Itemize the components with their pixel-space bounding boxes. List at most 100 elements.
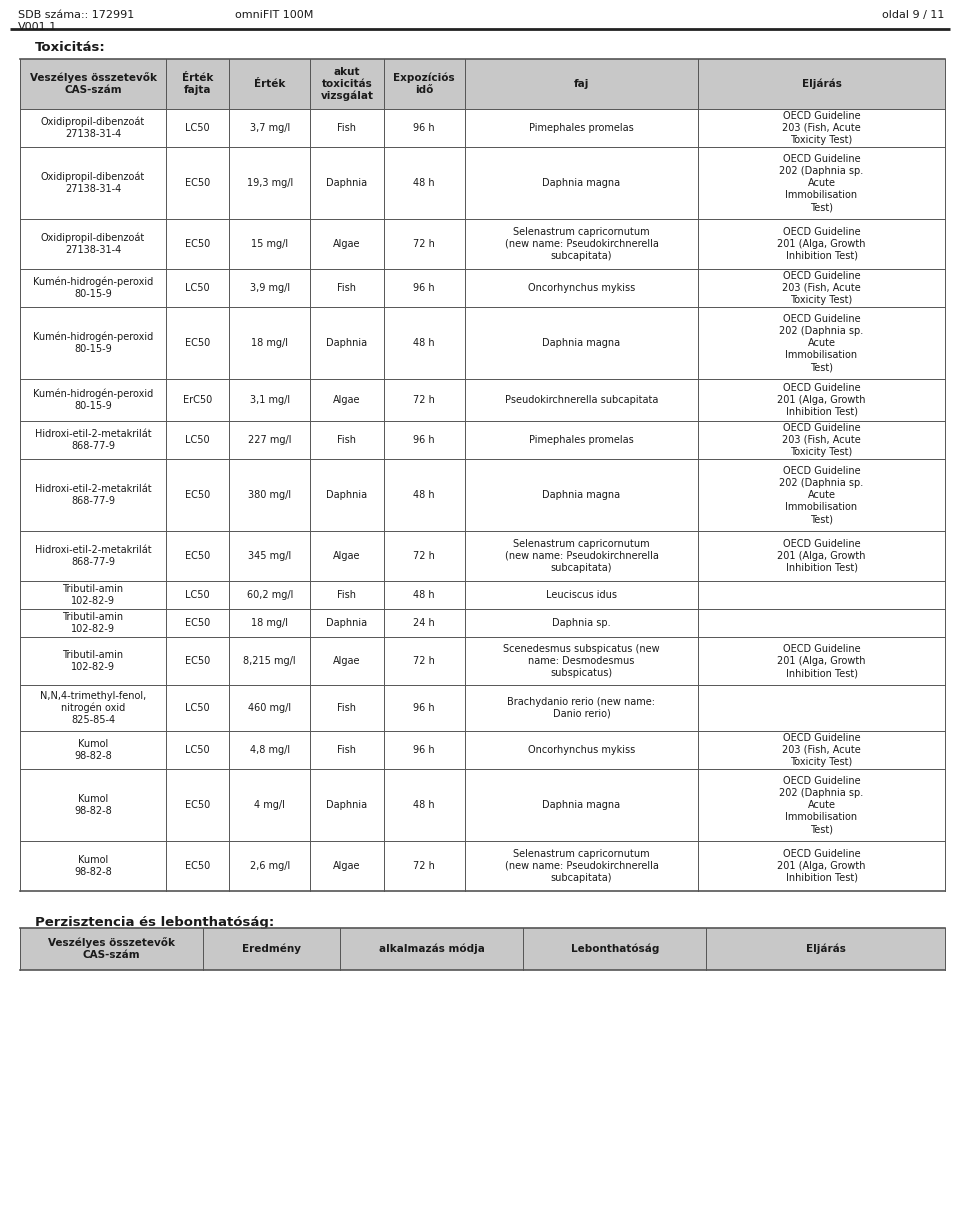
Text: 48 h: 48 h — [414, 590, 435, 600]
Text: OECD Guideline
201 (Alga, Growth
Inhibition Test): OECD Guideline 201 (Alga, Growth Inhibit… — [778, 227, 866, 261]
Text: Daphnia magna: Daphnia magna — [542, 178, 620, 188]
Text: Algae: Algae — [333, 862, 361, 871]
Text: Algae: Algae — [333, 395, 361, 406]
Text: Daphnia: Daphnia — [326, 338, 368, 348]
Text: 96 h: 96 h — [414, 123, 435, 133]
Text: ErC50: ErC50 — [183, 395, 212, 406]
Text: OECD Guideline
202 (Daphnia sp.
Acute
Immobilisation
Test): OECD Guideline 202 (Daphnia sp. Acute Im… — [780, 775, 864, 834]
Text: Oxidipropil-dibenzoát
27138-31-4: Oxidipropil-dibenzoát 27138-31-4 — [41, 117, 145, 139]
Text: 48 h: 48 h — [414, 800, 435, 810]
Text: 4 mg/l: 4 mg/l — [254, 800, 285, 810]
Text: SDB száma:: 172991: SDB száma:: 172991 — [18, 10, 134, 20]
Text: Érték
fajta: Érték fajta — [181, 73, 213, 95]
Text: Perzisztencia és lebonthatóság:: Perzisztencia és lebonthatóság: — [35, 916, 275, 929]
Text: EC50: EC50 — [185, 618, 210, 628]
Text: OECD Guideline
201 (Alga, Growth
Inhibition Test): OECD Guideline 201 (Alga, Growth Inhibit… — [778, 644, 866, 678]
Text: Selenastrum capricornutum
(new name: Pseudokirchnerella
subcapitata): Selenastrum capricornutum (new name: Pse… — [505, 849, 659, 882]
Text: 4,8 mg/l: 4,8 mg/l — [250, 745, 290, 755]
Text: LC50: LC50 — [185, 745, 210, 755]
Text: Veszélyes összetevők
CAS-szám: Veszélyes összetevők CAS-szám — [30, 73, 156, 96]
Text: Fish: Fish — [338, 745, 356, 755]
Text: EC50: EC50 — [185, 338, 210, 348]
Text: 18 mg/l: 18 mg/l — [252, 338, 288, 348]
Text: OECD Guideline
203 (Fish, Acute
Toxicity Test): OECD Guideline 203 (Fish, Acute Toxicity… — [782, 111, 861, 145]
Text: Oncorhynchus mykiss: Oncorhynchus mykiss — [528, 283, 636, 293]
Text: Hidroxi-etil-2-metakrilát
868-77-9: Hidroxi-etil-2-metakrilát 868-77-9 — [35, 429, 152, 451]
Text: Eljárás: Eljárás — [805, 944, 846, 954]
Text: 60,2 mg/l: 60,2 mg/l — [247, 590, 293, 600]
Text: Daphnia magna: Daphnia magna — [542, 490, 620, 500]
Text: Fish: Fish — [338, 435, 356, 445]
Text: 3,9 mg/l: 3,9 mg/l — [250, 283, 290, 293]
Text: 8,215 mg/l: 8,215 mg/l — [244, 656, 296, 666]
Text: OECD Guideline
203 (Fish, Acute
Toxicity Test): OECD Guideline 203 (Fish, Acute Toxicity… — [782, 423, 861, 457]
Text: Fish: Fish — [338, 283, 356, 293]
Text: Kumol
98-82-8: Kumol 98-82-8 — [74, 855, 112, 878]
Text: 345 mg/l: 345 mg/l — [248, 551, 292, 560]
Text: Oncorhynchus mykiss: Oncorhynchus mykiss — [528, 745, 636, 755]
Text: Fish: Fish — [338, 590, 356, 600]
Text: Daphnia sp.: Daphnia sp. — [552, 618, 611, 628]
Text: Leuciscus idus: Leuciscus idus — [546, 590, 617, 600]
Text: 24 h: 24 h — [414, 618, 435, 628]
Text: 15 mg/l: 15 mg/l — [252, 238, 288, 249]
Text: EC50: EC50 — [185, 800, 210, 810]
Text: 72 h: 72 h — [414, 862, 435, 871]
Text: 19,3 mg/l: 19,3 mg/l — [247, 178, 293, 188]
Text: Daphnia magna: Daphnia magna — [542, 800, 620, 810]
Text: 72 h: 72 h — [414, 551, 435, 560]
Text: Oxidipropil-dibenzoát
27138-31-4: Oxidipropil-dibenzoát 27138-31-4 — [41, 232, 145, 256]
Text: 3,1 mg/l: 3,1 mg/l — [250, 395, 290, 406]
Text: Selenastrum capricornutum
(new name: Pseudokirchnerella
subcapitata): Selenastrum capricornutum (new name: Pse… — [505, 227, 659, 261]
Text: OECD Guideline
201 (Alga, Growth
Inhibition Test): OECD Guideline 201 (Alga, Growth Inhibit… — [778, 849, 866, 882]
Text: Kumén-hidrogén-peroxid
80-15-9: Kumén-hidrogén-peroxid 80-15-9 — [33, 277, 154, 299]
Text: LC50: LC50 — [185, 435, 210, 445]
Text: 48 h: 48 h — [414, 490, 435, 500]
Text: OECD Guideline
203 (Fish, Acute
Toxicity Test): OECD Guideline 203 (Fish, Acute Toxicity… — [782, 732, 861, 767]
Text: Kumol
98-82-8: Kumol 98-82-8 — [74, 794, 112, 816]
Text: Tributil-amin
102-82-9: Tributil-amin 102-82-9 — [62, 584, 124, 606]
Text: 460 mg/l: 460 mg/l — [249, 703, 291, 713]
Text: faj: faj — [574, 79, 589, 88]
Text: Toxicitás:: Toxicitás: — [35, 41, 106, 54]
Text: EC50: EC50 — [185, 551, 210, 560]
Text: N,N,4-trimethyl-fenol,
nitrogén oxid
825-85-4: N,N,4-trimethyl-fenol, nitrogén oxid 825… — [40, 691, 146, 725]
Text: Expozíciós
idő: Expozíciós idő — [394, 73, 455, 96]
Text: Selenastrum capricornutum
(new name: Pseudokirchnerella
subcapitata): Selenastrum capricornutum (new name: Pse… — [505, 540, 659, 573]
Text: LC50: LC50 — [185, 590, 210, 600]
Text: akut
toxicitás
vizsgálat: akut toxicitás vizsgálat — [321, 66, 373, 101]
Text: Daphnia magna: Daphnia magna — [542, 338, 620, 348]
Text: OECD Guideline
201 (Alga, Growth
Inhibition Test): OECD Guideline 201 (Alga, Growth Inhibit… — [778, 540, 866, 573]
Text: Eredmény: Eredmény — [242, 944, 301, 954]
Text: Fish: Fish — [338, 703, 356, 713]
Text: Tributil-amin
102-82-9: Tributil-amin 102-82-9 — [62, 612, 124, 634]
Text: Kumol
98-82-8: Kumol 98-82-8 — [74, 739, 112, 761]
Text: OECD Guideline
203 (Fish, Acute
Toxicity Test): OECD Guideline 203 (Fish, Acute Toxicity… — [782, 272, 861, 305]
Text: Oxidipropil-dibenzoát
27138-31-4: Oxidipropil-dibenzoát 27138-31-4 — [41, 172, 145, 194]
Text: Brachydanio rerio (new name:
Danio rerio): Brachydanio rerio (new name: Danio rerio… — [508, 697, 656, 719]
Text: Fish: Fish — [338, 123, 356, 133]
Text: LC50: LC50 — [185, 283, 210, 293]
Text: Algae: Algae — [333, 656, 361, 666]
Text: Kumén-hidrogén-peroxid
80-15-9: Kumén-hidrogén-peroxid 80-15-9 — [33, 388, 154, 412]
Text: Daphnia: Daphnia — [326, 178, 368, 188]
Text: omniFIT 100M: omniFIT 100M — [235, 10, 313, 20]
Text: 96 h: 96 h — [414, 703, 435, 713]
Text: 3,7 mg/l: 3,7 mg/l — [250, 123, 290, 133]
Text: 380 mg/l: 380 mg/l — [249, 490, 291, 500]
Text: Hidroxi-etil-2-metakrilát
868-77-9: Hidroxi-etil-2-metakrilát 868-77-9 — [35, 484, 152, 506]
Text: EC50: EC50 — [185, 656, 210, 666]
Text: Kumén-hidrogén-peroxid
80-15-9: Kumén-hidrogén-peroxid 80-15-9 — [33, 332, 154, 354]
Text: Daphnia: Daphnia — [326, 618, 368, 628]
Text: OECD Guideline
202 (Daphnia sp.
Acute
Immobilisation
Test): OECD Guideline 202 (Daphnia sp. Acute Im… — [780, 154, 864, 211]
Text: EC50: EC50 — [185, 490, 210, 500]
Text: Scenedesmus subspicatus (new
name: Desmodesmus
subspicatus): Scenedesmus subspicatus (new name: Desmo… — [503, 644, 660, 678]
Text: OECD Guideline
202 (Daphnia sp.
Acute
Immobilisation
Test): OECD Guideline 202 (Daphnia sp. Acute Im… — [780, 466, 864, 524]
Text: LC50: LC50 — [185, 123, 210, 133]
Text: EC50: EC50 — [185, 862, 210, 871]
Text: 96 h: 96 h — [414, 745, 435, 755]
Text: 48 h: 48 h — [414, 178, 435, 188]
Text: 96 h: 96 h — [414, 435, 435, 445]
Text: 48 h: 48 h — [414, 338, 435, 348]
Text: Pimephales promelas: Pimephales promelas — [529, 435, 634, 445]
